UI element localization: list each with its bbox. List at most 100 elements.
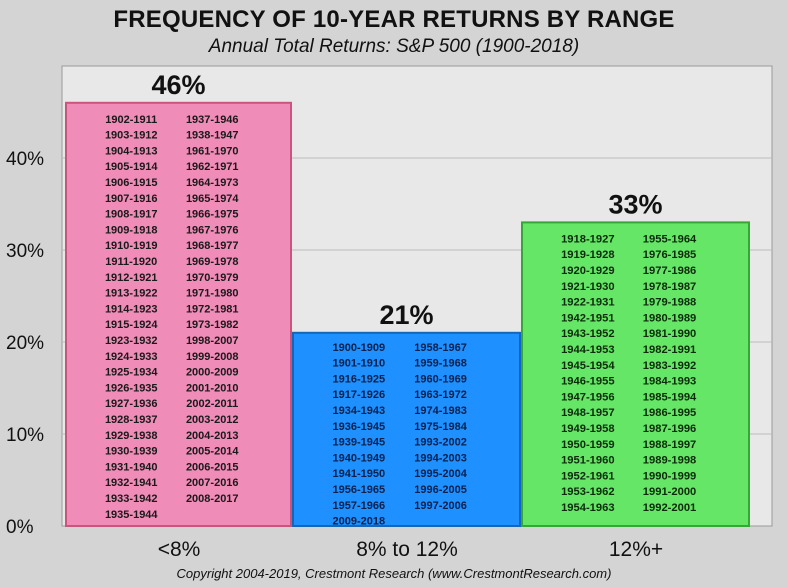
period-label: 1936-1945 [333,421,386,433]
x-tick-label: 8% to 12% [356,538,458,561]
period-label: 1931-1940 [105,461,158,473]
period-label: 1955-1964 [643,233,697,245]
period-label: 1981-1990 [643,328,697,340]
period-label: 1975-1984 [414,421,467,433]
period-label: 1979-1988 [643,297,697,309]
period-label: 1944-1953 [561,344,615,356]
period-label: 1913-1922 [105,288,158,300]
data-label: 33% [608,189,662,219]
period-label: 1905-1914 [105,161,158,173]
period-label: 1978-1987 [643,281,697,293]
period-label: 2000-2009 [186,367,239,379]
period-label: 1966-1975 [186,209,239,221]
period-label: 1904-1913 [105,145,158,157]
period-label: 1957-1966 [333,500,386,512]
period-label: 1963-1972 [414,389,467,401]
period-label: 1952-1961 [561,470,615,482]
period-label: 1996-2005 [414,484,467,496]
period-label: 1984-1993 [643,376,697,388]
period-label: 1932-1941 [105,477,158,489]
period-label: 1941-1950 [333,468,386,480]
period-label: 1917-1926 [333,389,386,401]
period-label: 1964-1973 [186,177,239,189]
period-label: 1927-1936 [105,398,158,410]
period-label: 1926-1935 [105,382,158,394]
period-label: 2006-2015 [186,461,239,473]
period-label: 1965-1974 [186,193,239,205]
period-label: 1925-1934 [105,367,158,379]
x-tick-label: <8% [158,538,201,561]
copyright-text: Copyright 2004-2019, Crestmont Research … [176,566,612,581]
period-label: 1990-1999 [643,470,697,482]
period-label: 1920-1929 [561,265,615,277]
period-label: 1942-1951 [561,312,615,324]
period-label: 1958-1967 [414,342,467,354]
period-label: 1999-2008 [186,351,239,363]
period-label: 1915-1924 [105,319,158,331]
period-label: 1972-1981 [186,303,239,315]
period-label: 1939-1945 [333,437,386,449]
period-label: 2004-2013 [186,430,239,442]
period-label: 1951-1960 [561,455,615,467]
period-label: 1923-1932 [105,335,158,347]
bar [65,101,292,528]
period-label: 1986-1995 [643,407,697,419]
period-label: 1930-1939 [105,446,158,458]
period-label: 1918-1927 [561,233,615,245]
period-label: 1900-1909 [333,342,386,354]
period-label: 1991-2000 [643,486,697,498]
period-label: 1902-1911 [105,114,157,126]
period-label: 1974-1983 [414,405,467,417]
y-tick-label: 0% [6,517,34,538]
bar [292,331,521,527]
data-label: 46% [151,70,205,100]
period-label: 1937-1946 [186,114,239,126]
chart-subtitle: Annual Total Returns: S&P 500 (1900-2018… [208,36,580,57]
bar [521,221,750,527]
period-label: 1929-1938 [105,430,158,442]
y-tick-label: 20% [6,333,44,354]
data-label: 21% [379,300,433,330]
period-label: 1962-1971 [186,161,239,173]
period-label: 1985-1994 [643,391,697,403]
period-label: 1971-1980 [186,288,239,300]
period-label: 1907-1916 [105,193,158,205]
period-label: 1995-2004 [414,468,467,480]
period-label: 1949-1958 [561,423,615,435]
period-label: 1940-1949 [333,452,386,464]
period-label: 1911-1920 [105,256,157,268]
period-label: 1993-2002 [414,437,467,449]
period-label: 1950-1959 [561,439,615,451]
period-label: 1954-1963 [561,502,615,514]
period-label: 1910-1919 [105,240,158,252]
period-label: 1948-1957 [561,407,615,419]
period-label: 1943-1952 [561,328,615,340]
period-label: 2005-2014 [186,446,239,458]
period-label: 2001-2010 [186,382,239,394]
period-label: 1982-1991 [643,344,697,356]
period-label: 1914-1923 [105,303,158,315]
period-label: 1973-1982 [186,319,239,331]
period-label: 1953-1962 [561,486,615,498]
period-label: 1976-1985 [643,249,697,261]
period-label: 2002-2011 [186,398,238,410]
period-label: 1994-2003 [414,452,467,464]
period-label: 1945-1954 [561,360,615,372]
period-label: 1928-1937 [105,414,158,426]
period-label: 1912-1921 [105,272,158,284]
period-label: 1947-1956 [561,391,615,403]
period-label: 1903-1912 [105,130,158,142]
period-label: 1987-1996 [643,423,697,435]
period-label: 1969-1978 [186,256,239,268]
period-label: 1960-1969 [414,373,467,385]
x-tick-label: 12%+ [609,538,663,561]
period-label: 1997-2006 [414,500,467,512]
period-label: 2003-2012 [186,414,239,426]
period-label: 1901-1910 [333,358,386,370]
y-tick-label: 40% [6,149,44,170]
period-label: 1924-1933 [105,351,158,363]
period-label: 1988-1997 [643,439,697,451]
period-label: 1919-1928 [561,249,615,261]
